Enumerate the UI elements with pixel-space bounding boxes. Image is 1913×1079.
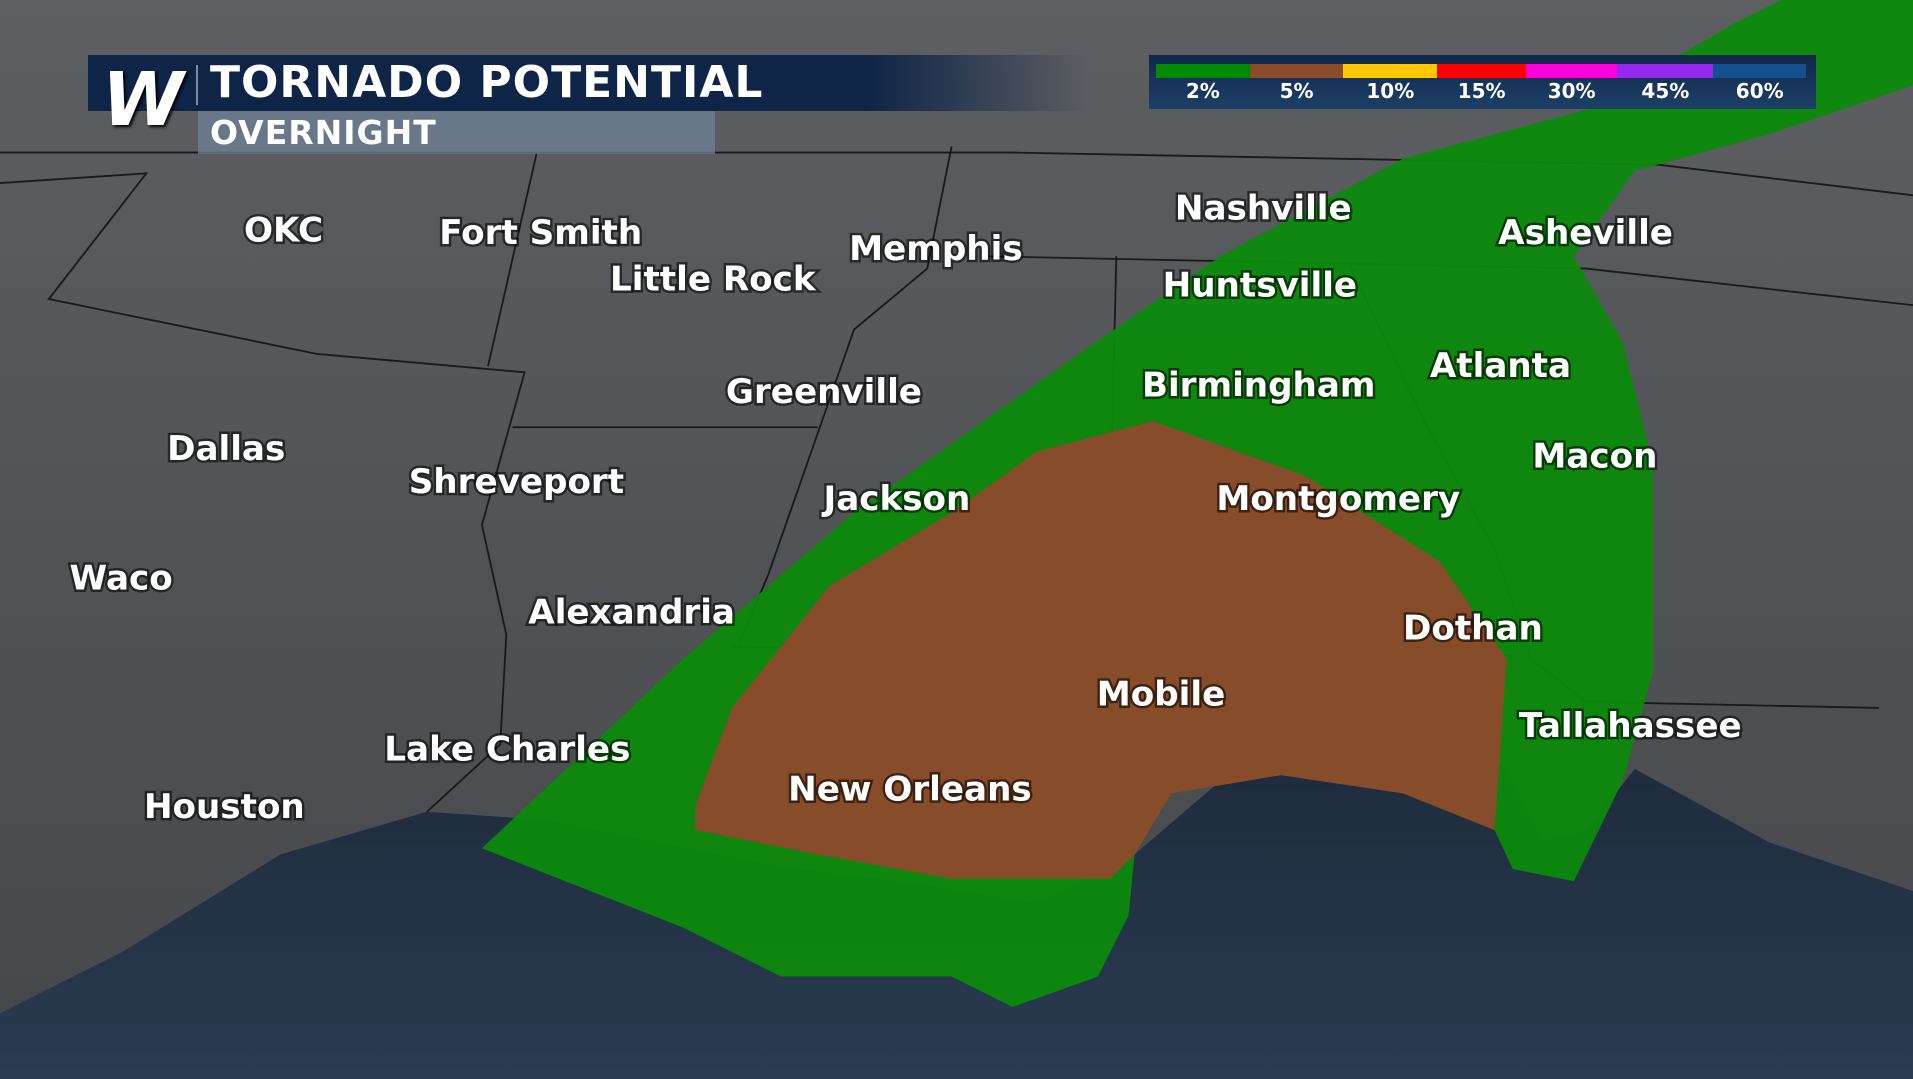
city-label: New Orleans: [788, 770, 1032, 810]
page-subtitle: OVERNIGHT: [210, 113, 437, 152]
risk-area-5-percent: [695, 421, 1507, 879]
city-label: OKC: [244, 211, 323, 251]
city-label: Atlanta: [1430, 346, 1571, 386]
city-label: Little Rock: [610, 259, 817, 299]
city-label: Montgomery: [1216, 479, 1460, 519]
city-label: Houston: [144, 787, 305, 827]
legend-swatch: [1343, 64, 1438, 78]
weathernation-logo: W: [102, 57, 184, 143]
legend-label: 60%: [1735, 79, 1784, 103]
city-label: Waco: [70, 559, 173, 599]
city-label: Fort Smith: [439, 213, 642, 253]
city-label: Lake Charles: [384, 729, 630, 769]
legend-label: 45%: [1641, 79, 1690, 103]
legend-swatch: [1713, 64, 1806, 78]
page-title: TORNADO POTENTIAL: [210, 57, 764, 108]
city-label: Memphis: [849, 229, 1023, 269]
legend-swatch: [1437, 64, 1526, 78]
legend-swatch: [1249, 64, 1344, 78]
city-label: Dothan: [1403, 609, 1543, 649]
legend: 2% 5% 10% 15% 30% 45% 60%: [1149, 55, 1816, 109]
legend-swatch: [1526, 64, 1618, 78]
city-label: Tallahassee: [1519, 706, 1742, 746]
city-label: Greenville: [726, 372, 922, 412]
city-label: Dallas: [167, 429, 285, 469]
city-label: Nashville: [1175, 189, 1352, 229]
legend-label: 15%: [1457, 79, 1506, 103]
legend-label: 10%: [1366, 79, 1415, 103]
legend-labels: 2% 5% 10% 15% 30% 45% 60%: [1156, 79, 1806, 103]
city-label: Huntsville: [1163, 266, 1357, 306]
title-bar: [88, 55, 1088, 111]
legend-label: 30%: [1547, 79, 1596, 103]
legend-swatch: [1617, 64, 1714, 78]
divider: [196, 65, 198, 105]
city-label: Macon: [1532, 436, 1657, 476]
city-label: Alexandria: [528, 593, 735, 633]
city-labels: OKC Fort Smith Little Rock Memphis Nashville…: [67, 186, 1744, 829]
city-label: Birmingham: [1142, 366, 1376, 406]
legend-label: 2%: [1185, 79, 1220, 103]
city-label: Asheville: [1498, 213, 1673, 253]
legend-swatch: [1156, 64, 1250, 78]
legend-label: 5%: [1279, 79, 1314, 103]
city-label: Jackson: [822, 479, 971, 519]
subtitle-bar: [198, 111, 715, 154]
city-label: Shreveport: [409, 462, 624, 502]
legend-swatches: [1156, 64, 1806, 78]
city-label: Mobile: [1097, 674, 1225, 714]
